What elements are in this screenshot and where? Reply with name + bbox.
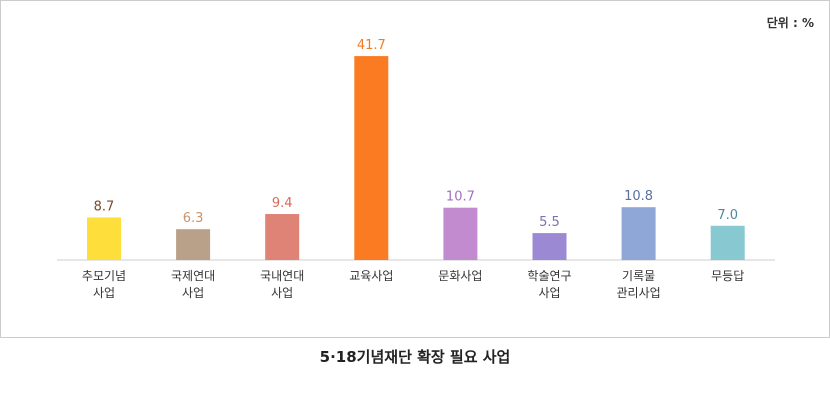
category-label: 기록물 관리사업 — [616, 269, 661, 300]
bar — [621, 207, 656, 260]
bar — [176, 229, 211, 260]
unit-label: 단위 : % — [766, 16, 814, 30]
value-label: 8.7 — [94, 199, 115, 214]
category-label: 국제연대 사업 — [171, 269, 216, 300]
bar — [354, 56, 389, 260]
bar — [87, 217, 121, 260]
value-label: 6.3 — [183, 211, 204, 226]
bar — [265, 214, 300, 260]
value-label: 10.8 — [624, 189, 653, 204]
bar — [710, 225, 745, 260]
bar — [443, 207, 478, 260]
value-label: 7.0 — [717, 208, 738, 223]
value-label: 5.5 — [539, 215, 560, 230]
category-label: 학술연구 사업 — [527, 269, 572, 300]
value-label: 10.7 — [446, 190, 475, 205]
category-label: 국내연대 사업 — [260, 269, 305, 300]
chart-title: 5·18기념재단 확장 필요 사업 — [319, 348, 511, 366]
category-label: 문화사업 — [438, 269, 483, 283]
category-label: 교육사업 — [349, 269, 394, 283]
value-label: 9.4 — [272, 196, 293, 211]
category-label: 무등답 — [711, 269, 745, 283]
chart: 8.7 6.3 9.4 41.7 10.7 5.5 10.8 7.0 — [57, 38, 775, 261]
category-label: 추모기념 사업 — [81, 269, 127, 300]
bar — [532, 233, 567, 260]
value-label: 41.7 — [357, 38, 386, 53]
